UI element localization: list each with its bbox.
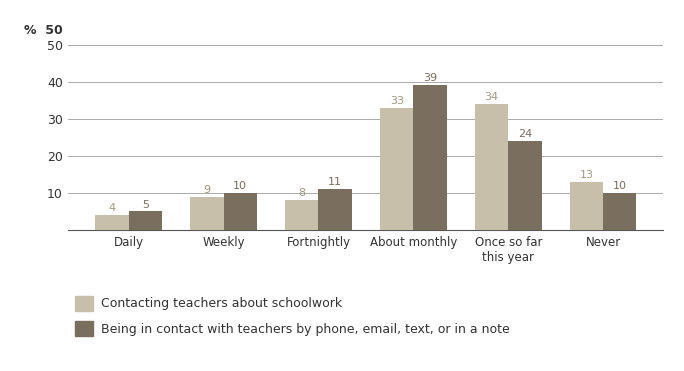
- Legend: Contacting teachers about schoolwork, Being in contact with teachers by phone, e: Contacting teachers about schoolwork, Be…: [75, 296, 510, 336]
- Text: 34: 34: [485, 92, 499, 102]
- Bar: [603, 193, 636, 230]
- Bar: [190, 197, 224, 230]
- Text: 10: 10: [613, 181, 627, 191]
- Bar: [413, 85, 447, 230]
- Bar: [570, 182, 603, 230]
- Bar: [129, 211, 162, 230]
- Bar: [319, 189, 352, 230]
- Text: 39: 39: [423, 73, 437, 83]
- Text: 13: 13: [579, 170, 594, 180]
- Text: 8: 8: [298, 188, 306, 198]
- Bar: [475, 104, 508, 230]
- Bar: [285, 200, 319, 230]
- Text: 4: 4: [109, 203, 116, 213]
- Text: 24: 24: [518, 129, 532, 139]
- Bar: [96, 215, 129, 230]
- Bar: [224, 193, 256, 230]
- Text: 5: 5: [142, 200, 149, 210]
- Text: %  50: % 50: [24, 24, 62, 37]
- Bar: [380, 108, 413, 230]
- Text: 10: 10: [233, 181, 247, 191]
- Text: 9: 9: [203, 185, 211, 195]
- Text: 33: 33: [390, 96, 404, 106]
- Text: 11: 11: [328, 177, 342, 187]
- Bar: [508, 141, 542, 230]
